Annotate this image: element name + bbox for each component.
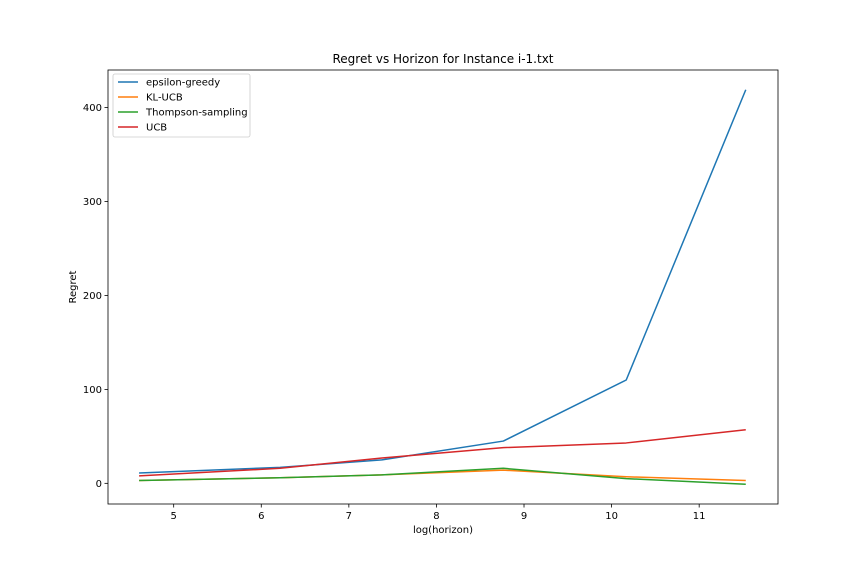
- series-line-3: [139, 429, 746, 477]
- plot-frame: [107, 69, 779, 505]
- y-tick-label: 400: [83, 103, 102, 114]
- legend-label-2: Thompson-sampling: [145, 108, 248, 119]
- chart-title: Regret vs Horizon for Instance i-1.txt: [332, 52, 553, 66]
- x-tick-label: 10: [605, 511, 618, 522]
- x-tick-label: 7: [346, 511, 352, 522]
- x-tick-label: 6: [258, 511, 264, 522]
- y-axis-label: Regret: [68, 270, 79, 303]
- legend-box: [112, 73, 251, 138]
- x-tick-label: 8: [433, 511, 439, 522]
- x-tick-label: 11: [693, 511, 706, 522]
- legend-label-1: KL-UCB: [146, 93, 183, 104]
- x-axis-ticks: 5 6 7 8 9 10 11: [170, 504, 706, 522]
- y-tick-label: 200: [83, 291, 102, 302]
- y-tick-label: 0: [96, 479, 102, 490]
- series-line-2: [139, 467, 746, 486]
- legend: epsilon-greedy KL-UCB Thompson-sampling UCB: [112, 73, 251, 138]
- plot-lines: [139, 89, 747, 486]
- x-tick-label: 9: [521, 511, 527, 522]
- x-axis-label: log(horizon): [413, 525, 473, 536]
- legend-label-3: UCB: [146, 123, 167, 134]
- y-tick-label: 300: [83, 197, 102, 208]
- y-tick-label: 100: [83, 385, 102, 396]
- series-line-0: [139, 89, 747, 474]
- legend-label-0: epsilon-greedy: [146, 78, 220, 89]
- y-axis-ticks: 0 100 200 300 400: [83, 103, 108, 490]
- x-tick-label: 5: [170, 511, 176, 522]
- legend-items: epsilon-greedy KL-UCB Thompson-sampling UCB: [118, 78, 248, 134]
